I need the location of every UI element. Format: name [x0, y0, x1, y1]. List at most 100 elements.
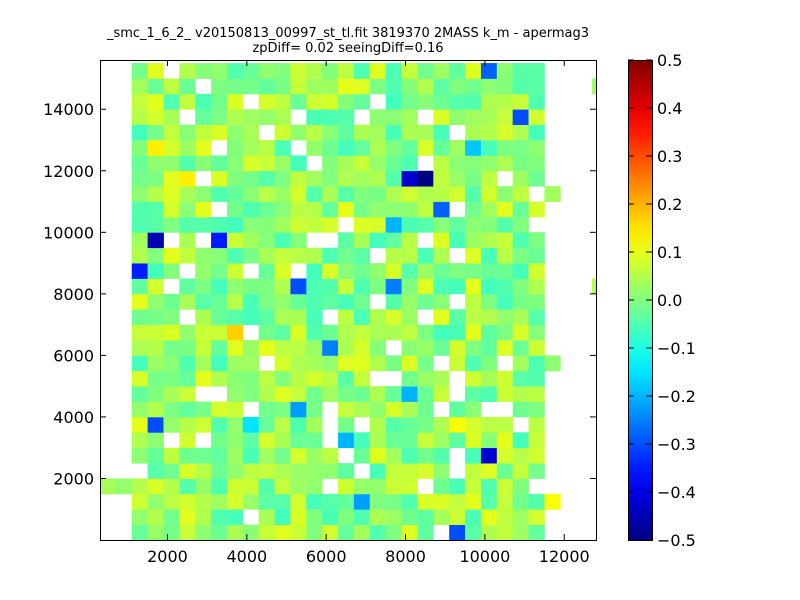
heatmap-cell [274, 493, 291, 510]
heatmap-cell [195, 93, 212, 110]
heatmap-cell [417, 447, 434, 464]
heatmap-cell [306, 186, 323, 202]
heatmap-cell [353, 340, 371, 356]
heatmap-cell [496, 370, 514, 387]
heatmap-cell [433, 278, 450, 295]
heatmap-cell [496, 124, 514, 141]
heatmap-cell [163, 124, 180, 141]
heatmap-cell [512, 447, 529, 464]
heatmap-cell [274, 401, 291, 418]
heatmap-cell [274, 416, 291, 433]
heatmap-cell [496, 524, 514, 541]
heatmap-cell [242, 447, 260, 464]
heatmap-cell [290, 201, 307, 218]
heatmap-cell [147, 447, 164, 464]
heatmap-cell [258, 370, 275, 387]
heatmap-cell [480, 463, 498, 479]
heatmap-cell [290, 524, 307, 541]
heatmap-cell [480, 340, 498, 356]
heatmap-cell [465, 186, 482, 202]
heatmap-cell [290, 386, 307, 402]
heatmap-cell [163, 493, 180, 510]
heatmap-cell [179, 370, 196, 387]
heatmap-cell [306, 432, 323, 449]
heatmap-cell [338, 278, 355, 295]
heatmap-cell [401, 340, 418, 356]
heatmap-cell [274, 293, 291, 310]
heatmap-cell [242, 232, 260, 249]
heatmap-cell [465, 309, 482, 326]
heatmap-cell [465, 524, 482, 541]
heatmap-cell [496, 340, 514, 356]
heatmap-cell [147, 78, 164, 95]
heatmap-cell [242, 309, 260, 326]
heatmap-cell [290, 355, 307, 372]
heatmap-cell [512, 232, 529, 249]
colorbar-ticks: 0.5 0.4 0.3 0.2 0.1 0.0 −0.1 −0.2 −0.3 −0.4 −0.5 [628, 51, 696, 550]
heatmap-cell [401, 263, 418, 279]
heatmap-cell [242, 201, 260, 218]
heatmap-cell [322, 463, 339, 479]
heatmap-cell [242, 278, 260, 295]
heatmap-cell [274, 186, 291, 202]
heatmap-cell [226, 386, 244, 402]
heatmap-cell [195, 478, 212, 495]
heatmap-cell [401, 201, 418, 218]
heatmap-cell [131, 247, 149, 264]
heatmap-cell [211, 109, 228, 126]
heatmap-cell [131, 155, 149, 172]
heatmap-cell [258, 524, 275, 541]
heatmap-cell [179, 386, 196, 402]
heatmap-cell [338, 109, 355, 126]
heatmap-cell [211, 155, 228, 172]
heatmap-cell [163, 340, 180, 356]
heatmap-cell [465, 78, 482, 95]
heatmap-cell [417, 386, 434, 402]
heatmap-cell [322, 155, 339, 172]
heatmap-cell [449, 401, 466, 418]
heatmap-cell [179, 124, 196, 141]
heatmap-cell [258, 63, 275, 79]
heatmap-cell [274, 63, 291, 79]
heatmap-cell [195, 124, 212, 141]
heatmap-cell [147, 463, 164, 479]
heatmap-cell [433, 478, 450, 495]
heatmap-cell [258, 401, 275, 418]
heatmap-cell [496, 232, 514, 249]
heatmap-cell [401, 324, 418, 341]
heatmap-cell [433, 78, 450, 95]
heatmap-cell [496, 386, 514, 402]
heatmap-cell [258, 340, 275, 356]
heatmap-cell [449, 355, 466, 372]
heatmap-cell [528, 324, 545, 341]
heatmap-cell [274, 278, 291, 295]
heatmap-cell [496, 309, 514, 326]
heatmap-cell [179, 478, 196, 495]
heatmap-cell [465, 324, 482, 341]
heatmap-cell [338, 355, 355, 372]
heatmap-cell [226, 155, 244, 172]
heatmap-cell [258, 463, 275, 479]
heatmap-cell [385, 509, 402, 526]
heatmap-cell [433, 432, 450, 449]
heatmap-cell [131, 93, 149, 110]
heatmap-cell [242, 124, 260, 141]
heatmap-cell [274, 140, 291, 156]
heatmap-cell [338, 78, 355, 95]
heatmap-cell [385, 201, 402, 218]
heatmap-cell [496, 201, 514, 218]
heatmap-cell [163, 78, 180, 95]
heatmap-cell [512, 93, 529, 110]
heatmap-cell [211, 463, 228, 479]
heatmap-cell [338, 63, 355, 79]
heatmap-cell [179, 324, 196, 341]
heatmap-cell [242, 340, 260, 356]
heatmap-cell [274, 370, 291, 387]
heatmap-cell [131, 447, 149, 464]
heatmap-cell [385, 355, 402, 372]
heatmap-cell [306, 278, 323, 295]
heatmap-cell [369, 63, 387, 79]
heatmap-cell [211, 63, 228, 79]
heatmap-cell [512, 293, 529, 310]
heatmap-cell [401, 401, 418, 418]
